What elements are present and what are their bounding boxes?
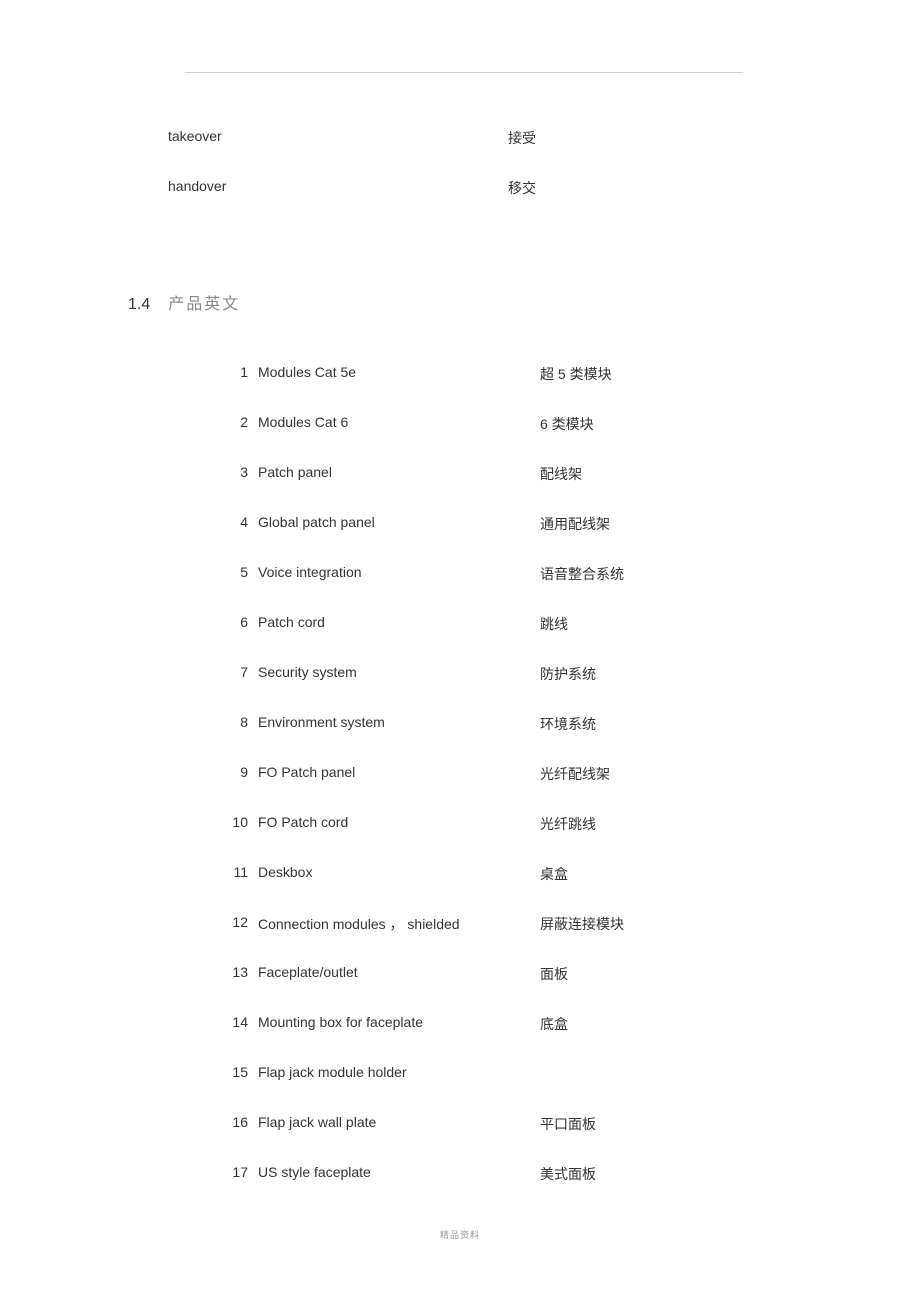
product-english: Flap jack wall plate: [258, 1114, 540, 1130]
product-chinese: 光纤配线架: [540, 764, 610, 784]
product-chinese: 跳线: [540, 614, 568, 634]
intro-chinese: 接受: [508, 128, 536, 148]
table-row: 3 Patch panel 配线架: [228, 462, 624, 512]
table-row: 14 Mounting box for faceplate 底盒: [228, 1012, 624, 1062]
product-chinese: 光纤跳线: [540, 814, 596, 834]
section-number: 1.4: [128, 296, 150, 314]
table-row: 9 FO Patch panel 光纤配线架: [228, 762, 624, 812]
product-chinese: 防护系统: [540, 664, 596, 684]
product-english: Flap jack module holder: [258, 1064, 540, 1080]
table-row: 17 US style faceplate 美式面板: [228, 1162, 624, 1212]
product-number: 15: [228, 1064, 258, 1080]
product-number: 8: [228, 714, 258, 730]
table-row: 12 Connection modules ， shielded 屏蔽连接模块: [228, 912, 624, 962]
product-chinese: 语音整合系统: [540, 564, 624, 584]
table-row: 11 Deskbox 桌盒: [228, 862, 624, 912]
product-english: US style faceplate: [258, 1164, 540, 1180]
product-number: 4: [228, 514, 258, 530]
table-row: 4 Global patch panel 通用配线架: [228, 512, 624, 562]
table-row: 10 FO Patch cord 光纤跳线: [228, 812, 624, 862]
product-english: Modules Cat 6: [258, 414, 540, 430]
product-number: 14: [228, 1014, 258, 1030]
table-row: 5 Voice integration 语音整合系统: [228, 562, 624, 612]
product-english: Environment system: [258, 714, 540, 730]
product-english: Mounting box for faceplate: [258, 1014, 540, 1030]
product-chinese: 桌盒: [540, 864, 568, 884]
product-english: Security system: [258, 664, 540, 680]
product-number: 13: [228, 964, 258, 980]
table-row: 15 Flap jack module holder: [228, 1062, 624, 1112]
intro-english: handover: [168, 178, 508, 198]
product-number: 17: [228, 1164, 258, 1180]
section-heading: 1.4 产品英文: [128, 290, 240, 314]
intro-english: takeover: [168, 128, 508, 148]
table-row: 16 Flap jack wall plate 平口面板: [228, 1112, 624, 1162]
product-number: 9: [228, 764, 258, 780]
product-chinese: 屏蔽连接模块: [540, 914, 624, 934]
intro-row: handover 移交: [168, 178, 536, 198]
footer-text: 精品资料: [0, 1228, 920, 1241]
product-chinese: 平口面板: [540, 1114, 596, 1134]
product-english: Global patch panel: [258, 514, 540, 530]
product-number: 1: [228, 364, 258, 380]
product-number: 5: [228, 564, 258, 580]
product-number: 11: [228, 864, 258, 880]
table-row: 7 Security system 防护系统: [228, 662, 624, 712]
product-chinese: 6 类模块: [540, 414, 594, 434]
table-row: 8 Environment system 环境系统: [228, 712, 624, 762]
intro-row: takeover 接受: [168, 128, 536, 148]
product-english: Faceplate/outlet: [258, 964, 540, 980]
product-english: Deskbox: [258, 864, 540, 880]
product-number: 3: [228, 464, 258, 480]
product-chinese: 超 5 类模块: [540, 364, 612, 384]
product-number: 6: [228, 614, 258, 630]
product-english: Voice integration: [258, 564, 540, 580]
product-english: Patch panel: [258, 464, 540, 480]
product-chinese: 配线架: [540, 464, 582, 484]
product-number: 12: [228, 914, 258, 930]
table-row: 13 Faceplate/outlet 面板: [228, 962, 624, 1012]
product-chinese: 环境系统: [540, 714, 596, 734]
table-row: 6 Patch cord 跳线: [228, 612, 624, 662]
product-number: 2: [228, 414, 258, 430]
product-number: 16: [228, 1114, 258, 1130]
product-english: Connection modules ， shielded: [258, 914, 540, 934]
product-list: 1 Modules Cat 5e 超 5 类模块 2 Modules Cat 6…: [228, 362, 624, 1212]
table-row: 1 Modules Cat 5e 超 5 类模块: [228, 362, 624, 412]
product-english: FO Patch cord: [258, 814, 540, 830]
product-number: 10: [228, 814, 258, 830]
product-english: FO Patch panel: [258, 764, 540, 780]
product-english: Modules Cat 5e: [258, 364, 540, 380]
header-divider: [185, 72, 743, 73]
product-chinese: 面板: [540, 964, 568, 984]
product-chinese: 底盒: [540, 1014, 568, 1034]
product-english: Patch cord: [258, 614, 540, 630]
product-chinese: 美式面板: [540, 1164, 596, 1184]
intro-chinese: 移交: [508, 178, 536, 198]
section-title: 产品英文: [168, 290, 240, 314]
table-row: 2 Modules Cat 6 6 类模块: [228, 412, 624, 462]
product-number: 7: [228, 664, 258, 680]
product-chinese: 通用配线架: [540, 514, 610, 534]
